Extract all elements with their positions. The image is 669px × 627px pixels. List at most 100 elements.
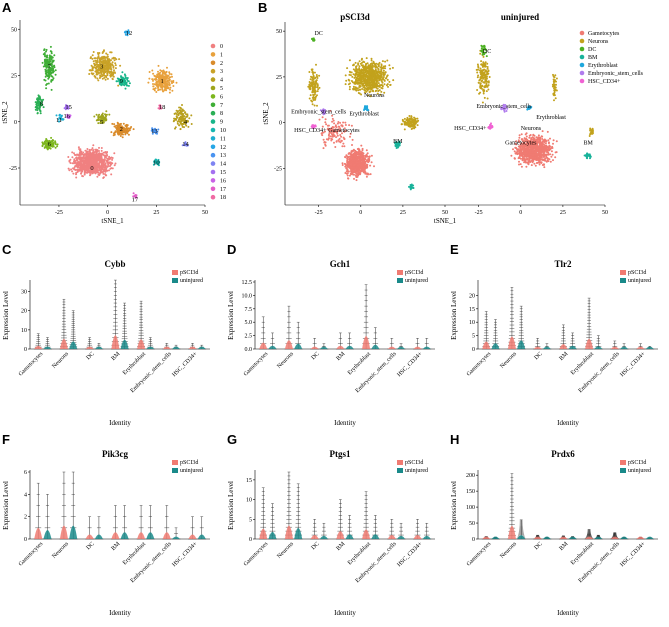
celltype-point	[361, 88, 364, 90]
celltype-point	[356, 170, 359, 173]
cluster-point	[168, 83, 171, 86]
cluster-point	[79, 149, 81, 152]
celltype-point	[315, 63, 317, 66]
cluster-point	[75, 168, 77, 171]
celltype-point	[548, 141, 550, 144]
cluster-point	[108, 158, 111, 161]
celltype-point	[529, 134, 532, 136]
legend-label: 12	[220, 145, 226, 151]
celltype-point	[316, 84, 319, 87]
cluster-point	[103, 49, 105, 52]
celltype-point	[407, 125, 410, 127]
cluster-point	[49, 50, 52, 53]
cluster-point	[168, 91, 171, 94]
cluster-point	[168, 76, 171, 79]
celltype-point	[345, 167, 348, 170]
cluster-point	[77, 156, 80, 159]
celltype-point	[368, 155, 371, 158]
cluster-point	[120, 133, 123, 136]
celltype-point	[368, 73, 371, 76]
celltype-point	[332, 135, 335, 138]
cluster-point	[34, 101, 37, 104]
celltype-point	[359, 77, 362, 80]
cluster-point	[103, 55, 106, 58]
celltype-point	[395, 145, 398, 148]
cluster-point	[120, 76, 123, 79]
celltype-point	[322, 138, 325, 141]
celltype-point	[364, 74, 367, 77]
cluster-point	[56, 143, 59, 146]
cluster-point	[99, 58, 102, 61]
cluster-point	[101, 117, 104, 120]
cluster-point	[98, 63, 101, 66]
cluster-point	[169, 86, 172, 89]
cluster-point	[166, 84, 169, 87]
cluster-label: 16	[63, 113, 70, 120]
cluster-point	[49, 71, 52, 74]
celltype-point	[412, 123, 415, 126]
celltype-point	[345, 154, 348, 157]
legend-swatch	[210, 52, 216, 57]
cluster-point	[51, 144, 54, 147]
cluster-point	[126, 84, 129, 87]
cluster-point	[94, 76, 97, 79]
x-tick-label: 0	[106, 210, 109, 216]
cluster-point	[104, 113, 107, 116]
celltype-point	[350, 80, 353, 82]
cluster-point	[164, 82, 167, 85]
cluster-point	[77, 146, 80, 149]
cluster-point	[174, 126, 177, 129]
celltype-point	[364, 84, 367, 87]
cluster-point	[114, 162, 117, 165]
panel-b: B pSCI3d uninjured DCNeuronsEmbryonic_st…	[258, 0, 644, 225]
cluster-point	[76, 162, 79, 165]
cluster-point	[94, 64, 97, 67]
celltype-point	[323, 141, 326, 143]
cluster-point	[97, 122, 100, 125]
celltype-point	[541, 164, 544, 166]
cluster-point	[96, 57, 99, 60]
celltype-point	[360, 58, 363, 61]
cluster-point	[124, 33, 127, 36]
cluster-point	[50, 52, 53, 55]
cluster-point	[104, 173, 107, 176]
celltype-point	[348, 73, 351, 76]
legend-swatch	[210, 186, 216, 192]
celltype-point	[373, 165, 375, 168]
cluster-point	[153, 160, 156, 163]
cluster-point	[92, 51, 95, 53]
cluster-point	[54, 73, 57, 76]
cluster-point	[86, 148, 89, 150]
cluster-point	[124, 75, 127, 77]
cluster-point	[45, 74, 48, 76]
cluster-point	[73, 152, 75, 155]
legend-label: 11	[220, 136, 226, 142]
celltype-point	[356, 166, 359, 169]
legend-swatch	[210, 161, 216, 166]
cluster-label: 9	[120, 78, 123, 85]
cluster-point	[48, 75, 51, 78]
cluster-point	[36, 97, 39, 100]
celltype-point	[360, 93, 363, 96]
celltype-point	[346, 67, 349, 70]
celltype-point	[386, 59, 389, 62]
celltype-point	[358, 85, 361, 88]
celltype-point	[379, 72, 382, 75]
cluster-point	[154, 160, 157, 163]
celltype-point	[371, 85, 374, 88]
cluster-point	[94, 157, 97, 160]
celltype-point	[391, 66, 394, 69]
cluster-point	[83, 154, 85, 157]
cluster-point	[166, 66, 168, 69]
cluster-point	[112, 75, 115, 78]
celltype-point	[308, 87, 311, 90]
cluster-point	[113, 164, 116, 167]
cluster-point	[130, 126, 133, 128]
celltype-point	[386, 75, 388, 78]
celltype-point	[329, 135, 332, 138]
y-axis-title: tSNE_2	[1, 101, 9, 124]
cluster-point	[177, 110, 180, 113]
celltype-point	[336, 134, 339, 137]
celltype-point	[375, 83, 378, 86]
